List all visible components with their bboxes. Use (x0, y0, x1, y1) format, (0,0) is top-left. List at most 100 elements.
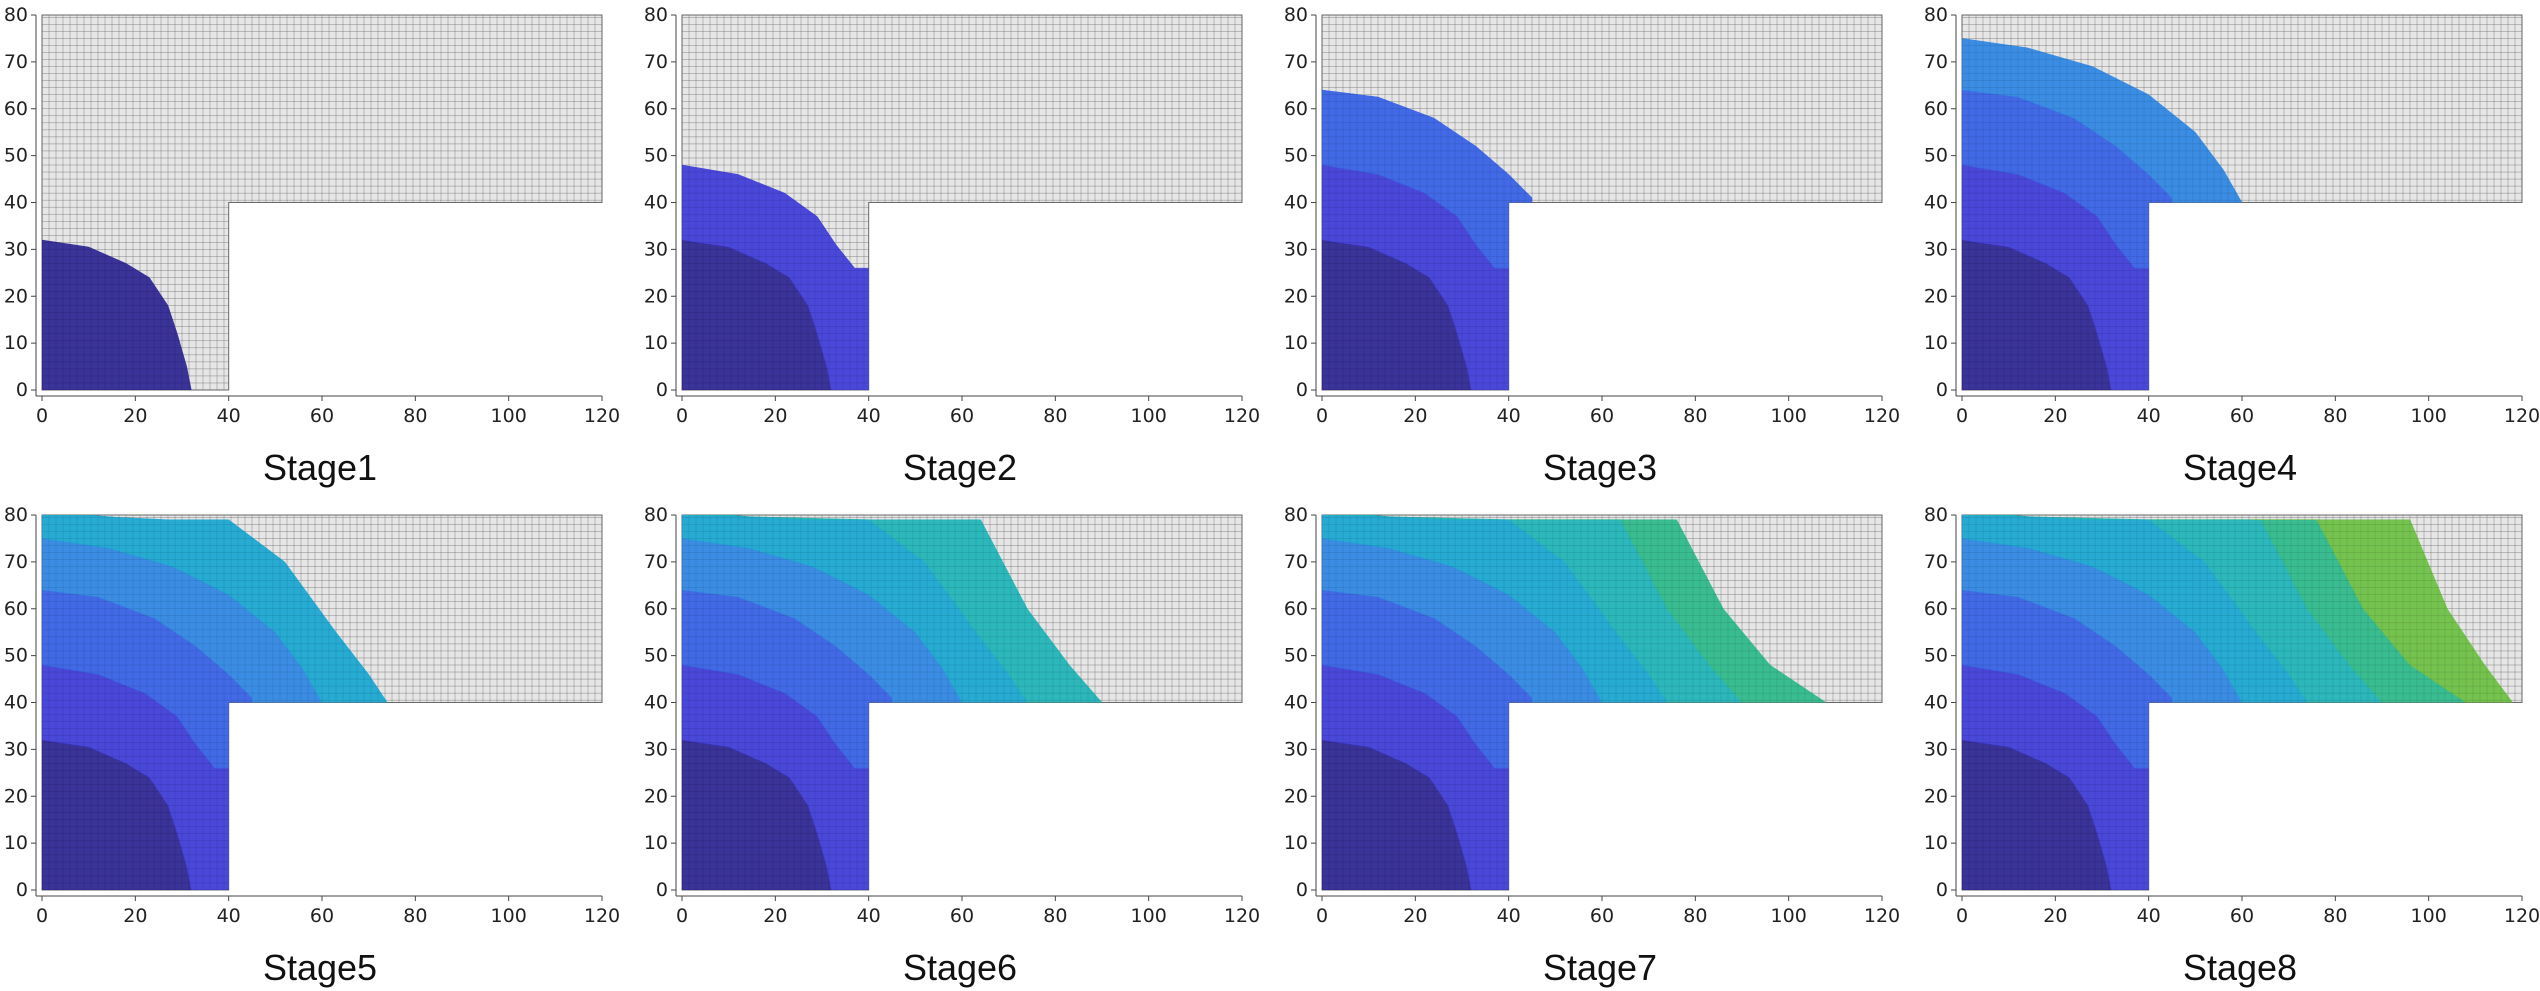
x-tick-label: 40 (857, 905, 881, 927)
stage-panel-2: 0 20 40 60 80 100 120 0 10 20 30 40 50 60 70 80 Stage2 (644, 4, 1272, 488)
zone-4 (1962, 38, 2243, 203)
x-tick-label: 40 (217, 905, 241, 927)
y-tick-label: 60 (1284, 98, 1308, 120)
stage-label: Stage4 (2182, 447, 2298, 488)
x-tick-label: 80 (1683, 405, 1707, 427)
y-tick-label: 70 (644, 51, 668, 73)
x-tick-label: 0 (1316, 405, 1328, 427)
x-tick-label: 20 (1403, 405, 1427, 427)
x-tick-label: 0 (1956, 405, 1968, 427)
x-tick-label: 120 (2504, 905, 2540, 927)
stage-label: Stage1 (262, 447, 378, 488)
mesh-plot: 0 20 40 60 80 100 120 0 10 20 30 40 50 60 70 80 (4, 4, 632, 427)
cutout-region (1511, 204, 1912, 392)
y-tick-label: 0 (16, 879, 28, 901)
zone-group (42, 239, 192, 390)
y-tick-label: 20 (1284, 285, 1308, 307)
x-tick-label: 20 (123, 405, 147, 427)
x-tick-label: 60 (310, 905, 334, 927)
cutout-region (871, 704, 1272, 892)
axes: 0 20 40 60 80 100 120 0 10 20 30 40 50 60 70 80 (1284, 4, 1900, 427)
x-tick-label: 20 (123, 905, 147, 927)
y-tick-label: 0 (656, 379, 668, 401)
mesh-plot: 0 20 40 60 80 100 120 0 10 20 30 40 50 60 70 80 (644, 504, 1272, 927)
y-tick-label: 0 (1296, 879, 1308, 901)
axes: 0 20 40 60 80 100 120 0 10 20 30 40 50 60 70 80 (644, 504, 1260, 927)
y-tick-label: 80 (4, 504, 28, 526)
x-tick-label: 120 (1224, 405, 1260, 427)
x-tick-label: 40 (217, 405, 241, 427)
y-tick-label: 10 (1924, 832, 1948, 854)
x-tick-label: 20 (763, 405, 787, 427)
cutout-region (231, 704, 632, 892)
zone-7 (1508, 519, 1827, 703)
x-tick-label: 120 (1864, 405, 1900, 427)
x-tick-label: 80 (403, 905, 427, 927)
y-tick-label: 70 (1924, 51, 1948, 73)
axes: 0 20 40 60 80 100 120 0 10 20 30 40 50 60 70 80 (1284, 504, 1900, 927)
x-tick-label: 20 (2043, 405, 2067, 427)
y-tick-label: 60 (644, 598, 668, 620)
zone-3 (1322, 89, 1533, 269)
y-tick-label: 30 (1284, 738, 1308, 760)
y-tick-label: 40 (1924, 692, 1948, 714)
y-tick-label: 50 (1284, 145, 1308, 167)
axes: 0 20 40 60 80 100 120 0 10 20 30 40 50 60 70 80 (4, 4, 620, 427)
stage-label: Stage3 (1542, 447, 1658, 488)
mesh-plot: 0 20 40 60 80 100 120 0 10 20 30 40 50 60 70 80 (644, 4, 1272, 427)
zone-6 (682, 515, 1103, 703)
x-tick-label: 80 (1043, 405, 1067, 427)
x-tick-label: 0 (676, 905, 688, 927)
y-tick-label: 30 (4, 238, 28, 260)
x-tick-label: 120 (584, 405, 620, 427)
y-tick-label: 80 (1924, 4, 1948, 26)
mesh-plot: 0 20 40 60 80 100 120 0 10 20 30 40 50 60 70 80 (1284, 504, 1912, 927)
y-tick-label: 70 (1284, 51, 1308, 73)
x-tick-label: 40 (1497, 405, 1521, 427)
y-tick-label: 10 (1284, 832, 1308, 854)
zone-group (682, 515, 1103, 890)
x-tick-label: 100 (2411, 905, 2447, 927)
stage-panel-4: 0 20 40 60 80 100 120 0 10 20 30 40 50 60 70 80 Stage4 (1924, 4, 2540, 488)
y-tick-label: 60 (4, 598, 28, 620)
y-tick-label: 30 (644, 738, 668, 760)
y-tick-label: 20 (4, 785, 28, 807)
zone-8 (2251, 519, 2514, 703)
y-tick-label: 50 (644, 145, 668, 167)
y-tick-label: 50 (1924, 145, 1948, 167)
x-tick-label: 60 (1590, 905, 1614, 927)
mesh-plot: 0 20 40 60 80 100 120 0 10 20 30 40 50 60 70 80 (4, 504, 632, 927)
y-tick-label: 70 (644, 551, 668, 573)
stage-label: Stage6 (902, 947, 1018, 988)
stage-label: Stage5 (262, 947, 378, 988)
y-tick-label: 60 (644, 98, 668, 120)
x-tick-label: 100 (491, 905, 527, 927)
x-tick-label: 100 (491, 405, 527, 427)
x-tick-label: 120 (584, 905, 620, 927)
y-tick-label: 40 (4, 692, 28, 714)
x-tick-label: 20 (763, 905, 787, 927)
axes: 0 20 40 60 80 100 120 0 10 20 30 40 50 60 70 80 (4, 504, 620, 927)
x-tick-label: 0 (1956, 905, 1968, 927)
y-tick-label: 0 (1936, 379, 1948, 401)
x-tick-label: 60 (1590, 405, 1614, 427)
y-tick-label: 70 (1284, 551, 1308, 573)
mesh-plot: 0 20 40 60 80 100 120 0 10 20 30 40 50 60 70 80 (1924, 504, 2540, 927)
y-tick-label: 10 (644, 332, 668, 354)
x-tick-label: 100 (1131, 405, 1167, 427)
zone-group (1962, 38, 2243, 390)
x-tick-label: 100 (2411, 405, 2447, 427)
y-tick-label: 40 (1924, 192, 1948, 214)
x-tick-label: 40 (857, 405, 881, 427)
y-tick-label: 10 (4, 332, 28, 354)
stage-panel-6: 0 20 40 60 80 100 120 0 10 20 30 40 50 60 70 80 Stage6 (644, 504, 1272, 988)
x-tick-label: 20 (2043, 905, 2067, 927)
y-tick-label: 80 (644, 504, 668, 526)
x-tick-label: 40 (2137, 905, 2161, 927)
y-tick-label: 30 (4, 738, 28, 760)
y-tick-label: 10 (4, 832, 28, 854)
y-tick-label: 70 (4, 51, 28, 73)
y-tick-label: 40 (1284, 692, 1308, 714)
y-tick-label: 30 (644, 238, 668, 260)
